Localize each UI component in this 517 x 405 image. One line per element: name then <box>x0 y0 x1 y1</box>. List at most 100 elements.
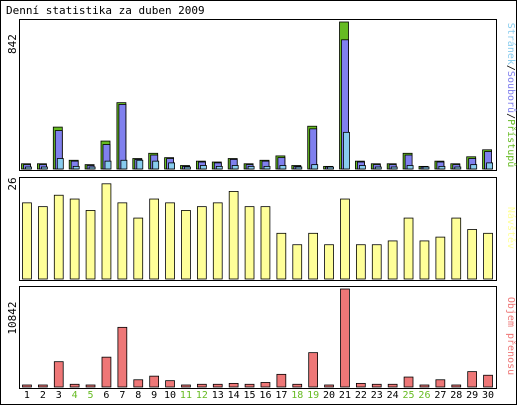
bar-bottom-day-23 <box>371 383 382 388</box>
x-axis-labels: 1 2 3 4 5 6 7 8 9 10 11 12 13 14 15 16 17 18 19 20 21 22 23 24 2… <box>24 390 494 401</box>
bar-bottom-day-1 <box>22 384 32 388</box>
bar-bottom-day-26 <box>419 384 430 388</box>
bar-bottom-day-18 <box>292 383 303 388</box>
x-tick-label: 1 <box>24 390 30 401</box>
bar-bottom-day-24 <box>387 383 398 388</box>
bar-stránek-day-24 <box>390 166 398 170</box>
x-tick-label: 2 <box>40 390 46 401</box>
bar-bottom-day-7 <box>117 326 128 388</box>
bar-middle-day-1 <box>22 202 32 280</box>
bar-middle-day-20 <box>324 244 334 280</box>
x-tick-label: 27 <box>434 390 446 401</box>
panel-frame <box>19 19 497 171</box>
bar-bottom-day-4 <box>69 383 80 388</box>
x-tick-label: 30 <box>482 390 494 401</box>
bar-stránek-day-11 <box>184 166 191 170</box>
y-max-label: 842 <box>6 34 19 54</box>
y-max-label: 26 <box>6 177 19 190</box>
x-tick-label: 6 <box>103 390 109 401</box>
legend-entry: Návštěv <box>505 207 517 249</box>
x-tick-label: 25 <box>403 390 415 401</box>
bar-stránek-day-13 <box>215 165 223 170</box>
legend-entry: Objem přenosu <box>505 297 517 375</box>
bar-middle-day-24 <box>387 240 398 280</box>
bar-bottom-day-25 <box>403 376 414 388</box>
chart-title: Denní statistika za duben 2009 <box>6 4 205 17</box>
bar-stránek-day-12 <box>199 165 207 170</box>
x-tick-label: 21 <box>339 390 351 401</box>
legend-entry: Stránek <box>505 23 517 65</box>
bar-middle-day-5 <box>85 210 96 280</box>
x-tick-label: 28 <box>450 390 462 401</box>
bar-bottom-day-30 <box>483 374 493 388</box>
bar-middle-day-29 <box>467 229 478 280</box>
bar-stránek-day-1 <box>25 166 32 170</box>
bar-middle-day-26 <box>419 240 430 280</box>
bar-stránek-day-17 <box>279 165 287 170</box>
x-tick-label: 3 <box>56 390 62 401</box>
bar-middle-day-30 <box>483 232 493 280</box>
bar-middle-day-16 <box>260 206 271 280</box>
bar-middle-day-7 <box>117 202 128 280</box>
bar-middle-day-14 <box>228 191 239 280</box>
bar-middle-day-15 <box>244 206 255 280</box>
bar-bottom-day-10 <box>165 380 175 388</box>
bar-stránek-day-18 <box>295 166 303 170</box>
bar-stránek-day-30 <box>486 162 494 170</box>
bar-bottom-day-19 <box>308 352 319 388</box>
bar-stránek-day-8 <box>136 159 144 170</box>
bar-stránek-day-3 <box>56 158 64 170</box>
bar-middle-day-2 <box>38 206 48 280</box>
x-tick-label: 18 <box>291 390 303 401</box>
bar-stránek-day-29 <box>470 164 478 170</box>
bar-middle-day-18 <box>292 244 303 280</box>
bar-stránek-day-2 <box>41 166 48 170</box>
x-tick-label: 20 <box>323 390 335 401</box>
bar-middle-day-12 <box>196 206 207 280</box>
panel-bottom: 10842 Objem přenosu <box>6 286 517 389</box>
bar-stránek-day-5 <box>88 166 96 170</box>
bar-middle-day-13 <box>212 202 223 280</box>
bar-souborů-day-19 <box>309 128 318 170</box>
bar-bottom-day-11 <box>181 384 191 388</box>
x-tick-label: 15 <box>244 390 256 401</box>
bar-stránek-day-20 <box>327 166 335 170</box>
bar-bottom-day-8 <box>133 379 144 388</box>
legend-entry: Přístupů <box>505 119 517 167</box>
bar-bottom-day-20 <box>324 384 334 388</box>
x-tick-label: 29 <box>466 390 478 401</box>
bar-middle-day-21 <box>340 198 350 280</box>
chart-panels: 842 Stránek/Souborů/Přístupů 26 Návštěv 1084… <box>6 19 517 389</box>
bar-stránek-day-10 <box>168 162 176 170</box>
x-tick-label: 22 <box>355 390 367 401</box>
bar-stránek-day-6 <box>104 160 112 170</box>
x-tick-label: 13 <box>212 390 224 401</box>
bar-middle-day-11 <box>181 210 191 280</box>
x-tick-label: 4 <box>72 390 78 401</box>
bar-middle-day-6 <box>101 183 112 280</box>
bar-bottom-day-5 <box>85 384 96 388</box>
x-tick-label: 26 <box>418 390 430 401</box>
legend-middle: Návštěv <box>505 207 517 249</box>
panel-middle: 26 Návštěv <box>6 177 517 281</box>
bar-stránek-day-9 <box>152 160 160 170</box>
bar-bottom-day-27 <box>435 379 446 388</box>
bar-stránek-day-28 <box>454 166 462 170</box>
bar-middle-day-4 <box>69 198 80 280</box>
bar-stránek-day-25 <box>406 165 414 170</box>
x-tick-label: 10 <box>164 390 176 401</box>
legend-top: Stránek/Souborů/Přístupů <box>505 23 517 168</box>
x-tick-label: 24 <box>387 390 399 401</box>
bar-stránek-day-22 <box>358 165 366 170</box>
panel-frame <box>19 177 497 281</box>
legend-separator: / <box>505 113 516 119</box>
legend-separator: / <box>505 65 516 71</box>
bar-bottom-day-22 <box>355 382 366 388</box>
bar-middle-day-9 <box>149 198 159 280</box>
bar-stránek-day-14 <box>231 165 239 170</box>
x-tick-label: 5 <box>88 390 94 401</box>
x-tick-label: 14 <box>228 390 240 401</box>
x-tick-label: 7 <box>119 390 125 401</box>
x-tick-label: 17 <box>275 390 287 401</box>
